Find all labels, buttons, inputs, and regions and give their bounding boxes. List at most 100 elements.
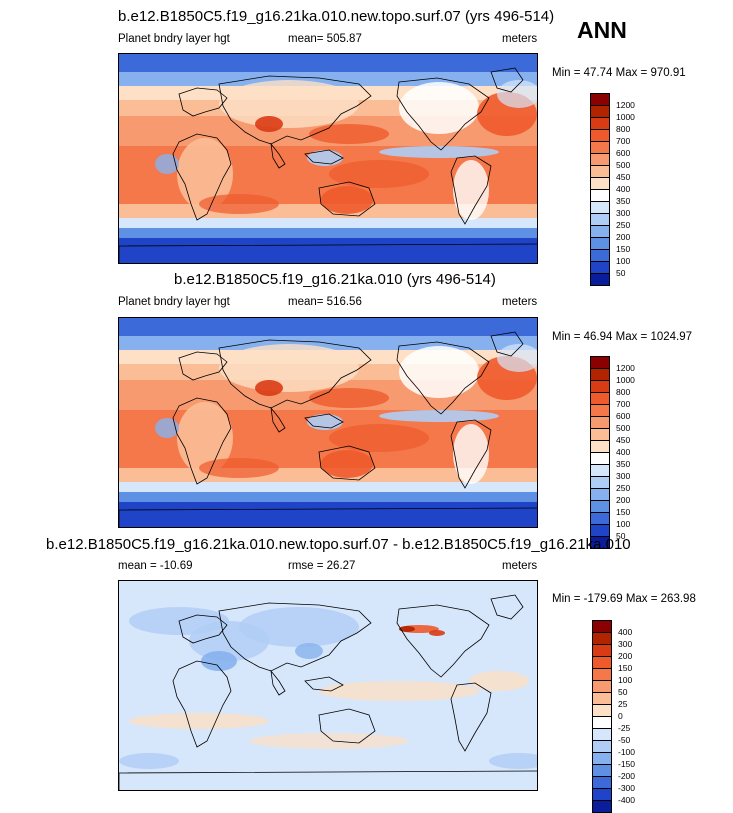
colorbar-label: 600 — [616, 148, 631, 158]
panel-2-map — [118, 317, 538, 528]
map-field-blob — [177, 138, 233, 210]
map-field-band — [119, 228, 537, 238]
map-field-band — [119, 482, 537, 492]
colorbar-label: 250 — [616, 220, 631, 230]
map-field-blob — [321, 186, 373, 214]
map-field-blob — [249, 733, 409, 749]
map-field-blob — [199, 458, 279, 478]
map-field-blob — [239, 607, 359, 647]
colorbar-swatch — [590, 536, 610, 549]
panel-1-variable-label: Planet bndry layer hgt — [118, 33, 230, 45]
map-field-band — [119, 492, 537, 502]
coastline — [270, 406, 286, 433]
map-field-blob — [309, 124, 389, 144]
coastline — [318, 708, 376, 744]
panel-1-minmax: Min = 47.74 Max = 970.91 — [552, 67, 686, 79]
map-field — [119, 54, 537, 263]
coastline — [119, 507, 537, 527]
colorbar-label: 300 — [618, 639, 633, 649]
map-field-band — [119, 54, 537, 72]
coastline — [450, 682, 492, 752]
colorbar-label: -300 — [618, 783, 636, 793]
colorbar-label: -25 — [618, 723, 631, 733]
map-field-blob — [201, 651, 237, 671]
colorbar-label: -100 — [618, 747, 636, 757]
map-field-blob — [429, 630, 445, 636]
colorbar-label: 150 — [616, 507, 631, 517]
map-field-band — [119, 502, 537, 527]
panel-3-minmax: Min = -179.69 Max = 263.98 — [552, 593, 696, 605]
map-field-blob — [379, 410, 499, 422]
coastline — [119, 770, 537, 790]
map-field-blob — [319, 681, 479, 701]
coastline — [119, 243, 537, 263]
coastline — [304, 149, 344, 165]
map-field-blob — [489, 753, 537, 769]
colorbar-label: -150 — [618, 759, 636, 769]
colorbar-label: -200 — [618, 771, 636, 781]
map-field-blob — [129, 713, 269, 729]
coastline — [218, 602, 372, 672]
map-field-blob — [399, 82, 479, 134]
colorbar-label: -400 — [618, 795, 636, 805]
colorbar-label: 700 — [616, 136, 631, 146]
map-field-blob — [321, 450, 373, 478]
coastline — [178, 87, 228, 117]
colorbar-label: 400 — [616, 447, 631, 457]
map-field-blob — [255, 116, 283, 132]
coastline — [396, 77, 490, 151]
map-field-blob — [155, 418, 179, 438]
coastline — [490, 67, 524, 93]
coastline — [270, 142, 286, 169]
map-field-blob — [219, 80, 359, 128]
map-field-blob — [469, 671, 529, 691]
panel-2-mean-label: mean= 516.56 — [288, 296, 362, 308]
panel-1-title: b.e12.B1850C5.f19_g16.21ka.010.new.topo.… — [118, 8, 555, 25]
colorbar-label: 1000 — [616, 112, 635, 122]
colorbar-label: 500 — [616, 160, 631, 170]
panel-3-map — [118, 580, 538, 791]
panel-2-units-label: meters — [502, 296, 538, 308]
coastline — [396, 341, 490, 415]
colorbar-label: 800 — [616, 124, 631, 134]
colorbar-label: 300 — [616, 208, 631, 218]
colorbar-label: 700 — [616, 399, 631, 409]
map-field-blob — [329, 424, 429, 452]
colorbar-label: 50 — [616, 531, 626, 541]
colorbar-label: 350 — [616, 196, 631, 206]
map-field-blob — [399, 346, 479, 398]
coastline — [396, 604, 490, 678]
panel-3-rmse-label: rmse = 26.27 — [288, 560, 356, 572]
panel-1-mean-label: mean= 505.87 — [288, 33, 362, 45]
panel-1-map — [118, 53, 538, 264]
map-field-band — [119, 238, 537, 263]
map-field — [119, 318, 537, 527]
coastline — [218, 75, 372, 145]
colorbar-swatch — [590, 273, 610, 286]
coastline — [450, 419, 492, 489]
map-field-band — [119, 318, 537, 336]
colorbar-label: 100 — [616, 519, 631, 529]
map-field-blob — [379, 146, 499, 158]
colorbar-label: 600 — [616, 411, 631, 421]
coastline — [450, 155, 492, 225]
colorbar-label: 25 — [618, 699, 628, 709]
map-field-blob — [199, 194, 279, 214]
map-field-blob — [453, 424, 489, 484]
coastline — [304, 676, 344, 692]
colorbar-swatch — [592, 800, 612, 813]
coastline — [178, 614, 228, 644]
map-field-blob — [155, 154, 179, 174]
coastline — [490, 594, 524, 620]
colorbar-label: 400 — [616, 184, 631, 194]
map-field-blob — [255, 380, 283, 396]
map-field — [119, 581, 537, 790]
map-field-blob — [219, 344, 359, 392]
panel-2-variable-label: Planet bndry layer hgt — [118, 296, 230, 308]
coastline — [172, 660, 232, 748]
map-field-blob — [329, 160, 429, 188]
panel-3-units-label: meters — [502, 560, 538, 572]
colorbar-label: 1200 — [616, 363, 635, 373]
panel-2-title: b.e12.B1850C5.f19_g16.21ka.010 (yrs 496-… — [174, 271, 496, 288]
coastline — [304, 413, 344, 429]
